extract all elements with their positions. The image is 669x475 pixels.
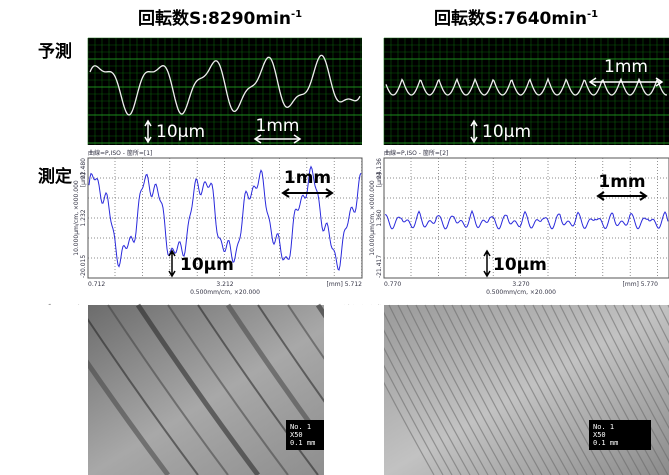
plot-caption: 曲線=P,ISO - 箇所=[2]: [384, 149, 448, 157]
y-axis-label: 1.360: [376, 209, 383, 226]
scale-arrow: [470, 119, 478, 144]
texture-stripe: [433, 304, 525, 475]
texture-stripe: [469, 304, 561, 475]
y-axis-label: 10.000µm/cm, ×000.000: [73, 180, 80, 256]
texture-stripe: [577, 304, 669, 475]
header-text: 回転数S:8290min: [138, 8, 291, 29]
x-axis-label: 0.770: [384, 281, 401, 288]
measurement-wave: [384, 209, 669, 230]
prediction-plot: [88, 38, 362, 145]
scale-label: 10µm: [156, 122, 205, 142]
texture-stripe: [197, 304, 319, 475]
y-axis-label: 10.000µm/cm, ×000.000: [369, 180, 376, 256]
row-label: 測定: [38, 166, 72, 187]
texture-stripe: [451, 304, 543, 475]
texture-stripe: [631, 304, 669, 379]
photo-label: X50: [290, 431, 303, 439]
photo-texture: [343, 304, 669, 475]
prediction-plot: [384, 38, 669, 145]
photo-label: X50: [593, 431, 606, 439]
prediction-wave: [385, 77, 668, 96]
photo-label: No. 1: [593, 423, 614, 431]
scale-arrow: [483, 249, 491, 278]
texture-stripe: [478, 304, 570, 475]
texture-stripe: [460, 304, 552, 475]
y-unit: [µm]: [80, 173, 87, 187]
texture-stripe: [487, 304, 579, 475]
texture-stripe: [167, 304, 289, 475]
texture-stripe: [568, 304, 660, 475]
texture-stripe: [532, 304, 624, 475]
header-sup: -1: [587, 9, 598, 20]
plot-caption: 曲線=P,ISO - 箇所=[1]: [88, 149, 152, 157]
x-axis-label: 3.270: [512, 281, 529, 288]
row-label: 予測: [38, 41, 72, 62]
texture-stripe: [442, 304, 534, 475]
texture-stripe: [595, 304, 669, 446]
arrow-head: [281, 188, 334, 198]
scale-arrow: [168, 249, 176, 278]
texture-stripe: [559, 304, 651, 475]
texture-stripe: [415, 304, 507, 475]
photo-label: No. 1: [290, 423, 311, 431]
texture-stripe: [622, 304, 669, 396]
texture-stripe: [135, 303, 261, 475]
texture-stripe: [586, 304, 669, 462]
y-axis-label: 22.480: [80, 158, 87, 179]
texture-stripe: [541, 304, 633, 475]
texture-stripe: [505, 304, 597, 475]
texture-stripe: [424, 304, 516, 475]
header-sup: -1: [291, 9, 302, 20]
arrow-head: [253, 134, 302, 144]
photo-label: 0.1 mm: [593, 439, 618, 447]
texture-stripe: [77, 304, 199, 475]
photo-mask: [324, 305, 384, 475]
scale-label: 10µm: [482, 122, 531, 142]
y-axis-label: 24.136: [376, 158, 383, 179]
x-axis-label: [mm] 5.712: [327, 281, 363, 288]
measurement-wave: [88, 165, 362, 271]
photo-label: 0.1 mm: [290, 439, 315, 447]
texture-stripe: [406, 304, 498, 475]
texture-stripe: [388, 304, 480, 475]
texture-stripe: [640, 304, 669, 362]
photo-mask: [28, 305, 88, 475]
header-text: 回転数S:7640min: [434, 8, 587, 29]
photo-label-box: [589, 420, 651, 450]
texture-stripe: [613, 304, 669, 413]
texture-stripe: [397, 304, 489, 475]
texture-stripe: [550, 304, 642, 475]
texture-stripe: [649, 304, 669, 344]
scale-label: 10µm: [493, 255, 547, 275]
arrow-head: [596, 191, 648, 201]
y-axis-label: 1.232: [80, 209, 87, 226]
arrow-head: [588, 77, 664, 87]
scale-arrow: [144, 119, 152, 144]
x-axis-label: [mm] 5.770: [623, 281, 659, 288]
column-header: 回転数S:8290min-1: [138, 8, 302, 29]
y-axis-label: -21.417: [376, 255, 383, 278]
x-axis-label: 3.212: [216, 281, 233, 288]
texture-stripe: [496, 304, 588, 475]
column-header: 回転数S:7640min-1: [434, 8, 598, 29]
texture-stripe: [523, 304, 615, 475]
x-axis-label: 0.500mm/cm, ×20.000: [190, 289, 260, 296]
x-axis-label: 0.712: [88, 281, 105, 288]
scale-label: 1mm: [604, 57, 648, 77]
scale-label: 1mm: [284, 168, 331, 188]
scale-label: 10µm: [180, 255, 234, 275]
x-axis-label: 0.500mm/cm, ×20.000: [486, 289, 556, 296]
y-unit: [µm]: [376, 173, 383, 187]
texture-stripe: [604, 304, 669, 430]
scale-label: 1mm: [256, 116, 300, 136]
texture-stripe: [379, 304, 471, 475]
scale-label: 1mm: [598, 172, 645, 192]
texture-stripe: [107, 304, 229, 475]
y-axis-label: -20.015: [80, 255, 87, 278]
prediction-wave: [89, 54, 361, 116]
texture-stripe: [514, 304, 606, 475]
